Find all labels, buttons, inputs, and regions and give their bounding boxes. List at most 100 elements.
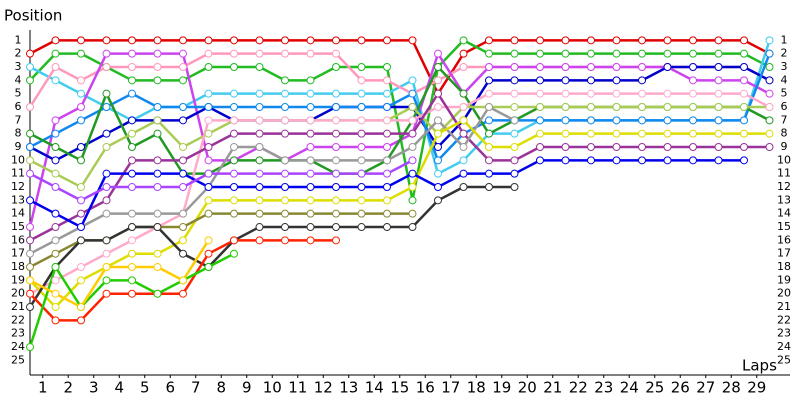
y-tick-label-right: 10: [777, 153, 791, 166]
x-tick-label: 8: [216, 379, 226, 397]
point: [230, 129, 238, 138]
point: [102, 263, 111, 272]
point: [128, 223, 136, 232]
point: [26, 223, 34, 232]
point: [332, 143, 340, 152]
point: [434, 143, 442, 152]
point: [434, 103, 442, 112]
y-tick-label-right: 23: [777, 327, 791, 340]
point: [561, 143, 570, 152]
point: [306, 209, 315, 218]
point: [204, 36, 213, 45]
point: [561, 156, 570, 165]
point: [128, 276, 136, 285]
point: [714, 49, 723, 58]
point: [638, 143, 646, 152]
point: [153, 249, 162, 258]
point: [638, 76, 646, 85]
point: [357, 63, 366, 72]
point: [357, 143, 366, 152]
point: [179, 249, 187, 258]
point: [434, 129, 442, 138]
point: [332, 89, 340, 98]
point: [179, 289, 187, 298]
x-tick-label: 23: [594, 379, 613, 397]
point: [383, 129, 391, 138]
point: [281, 36, 289, 45]
point: [357, 169, 366, 178]
point: [26, 236, 34, 245]
point: [612, 143, 621, 152]
x-tick-label: 1: [38, 379, 48, 397]
point: [153, 103, 162, 112]
point: [51, 303, 60, 312]
point: [638, 36, 646, 45]
point: [77, 183, 85, 192]
x-tick-label: 12: [314, 379, 333, 397]
point: [102, 36, 111, 45]
point: [51, 129, 60, 138]
point: [714, 63, 723, 72]
point: [485, 36, 493, 45]
point: [510, 183, 519, 192]
point: [536, 76, 544, 85]
point: [332, 209, 340, 218]
point: [485, 143, 493, 152]
point: [230, 49, 238, 58]
point: [408, 36, 417, 45]
point: [281, 116, 289, 125]
y-tick-label: 23: [11, 327, 25, 340]
point: [740, 63, 748, 72]
point: [128, 129, 136, 138]
point: [128, 76, 136, 85]
point: [128, 49, 136, 58]
point: [230, 36, 238, 45]
point: [561, 63, 570, 72]
point: [485, 183, 493, 192]
point: [230, 63, 238, 72]
point: [128, 169, 136, 178]
point: [306, 236, 315, 245]
point: [332, 236, 340, 245]
series-line: [29, 159, 414, 202]
y-tick-label: 19: [11, 273, 25, 286]
point: [153, 169, 162, 178]
x-tick-label: 11: [288, 379, 307, 397]
point: [357, 183, 366, 192]
point: [204, 129, 213, 138]
point: [689, 63, 697, 72]
point: [179, 103, 187, 112]
point: [536, 103, 544, 112]
point: [740, 76, 748, 85]
point: [714, 156, 723, 165]
point: [510, 143, 519, 152]
point: [485, 129, 493, 138]
point: [536, 156, 544, 165]
point: [383, 169, 391, 178]
point: [689, 116, 697, 125]
point: [485, 89, 493, 98]
point: [357, 223, 366, 232]
point: [204, 143, 213, 152]
point: [281, 49, 289, 58]
point: [230, 156, 238, 165]
y-tick-label: 13: [11, 193, 25, 206]
y-tick-label: 6: [15, 100, 22, 113]
point: [204, 263, 213, 272]
point: [510, 89, 519, 98]
point: [383, 209, 391, 218]
x-tick-label: 16: [416, 379, 435, 397]
point: [459, 89, 468, 98]
y-tick-label-right: 9: [781, 140, 788, 153]
point: [332, 116, 340, 125]
point: [179, 276, 187, 285]
series-line: [29, 105, 516, 255]
x-tick-label: 4: [114, 379, 124, 397]
point: [561, 76, 570, 85]
y-tick-label-right: 18: [777, 260, 791, 273]
point: [383, 196, 391, 205]
y-tick-label: 12: [11, 180, 25, 193]
y-tick-label-right: 17: [777, 247, 791, 260]
point: [612, 89, 621, 98]
point: [765, 49, 774, 58]
